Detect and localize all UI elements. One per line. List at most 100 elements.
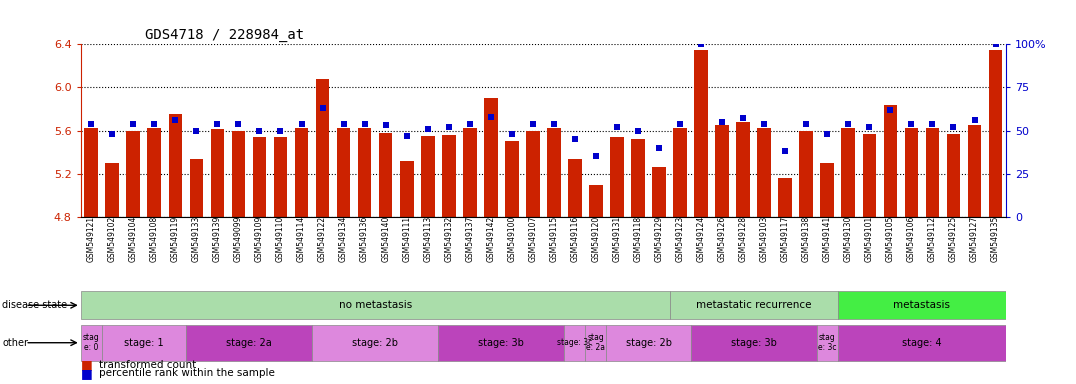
Bar <box>547 128 561 217</box>
Bar <box>463 128 477 217</box>
Bar <box>526 131 540 217</box>
Text: stag
e: 0: stag e: 0 <box>83 333 100 353</box>
Point <box>83 121 100 127</box>
Point <box>462 121 479 127</box>
Bar <box>127 131 140 217</box>
Text: stage: 2b: stage: 2b <box>352 338 398 348</box>
Text: stage: 4: stage: 4 <box>902 338 942 348</box>
Text: percentile rank within the sample: percentile rank within the sample <box>99 368 274 378</box>
Bar <box>863 134 876 217</box>
Text: other: other <box>2 338 28 348</box>
Bar <box>400 161 413 217</box>
Bar <box>312 324 438 361</box>
Text: disease state: disease state <box>2 300 68 310</box>
Bar <box>778 178 792 217</box>
Bar <box>421 136 435 217</box>
Bar <box>607 324 691 361</box>
Point <box>650 145 667 151</box>
Point <box>251 127 268 134</box>
Bar <box>610 137 624 217</box>
Point <box>966 117 983 123</box>
Bar <box>799 131 813 217</box>
Point <box>819 131 836 137</box>
Bar <box>821 163 834 217</box>
Bar <box>590 185 603 217</box>
Point <box>839 121 856 127</box>
Point <box>272 127 289 134</box>
Text: stage: 2b: stage: 2b <box>625 338 671 348</box>
Bar <box>147 128 161 217</box>
Point <box>924 121 942 127</box>
Point <box>482 114 499 120</box>
Bar <box>585 324 607 361</box>
Point <box>314 105 331 111</box>
Bar <box>273 137 287 217</box>
Bar <box>838 291 1006 319</box>
Text: no metastasis: no metastasis <box>339 300 412 310</box>
Bar <box>565 324 585 361</box>
Point <box>440 124 457 130</box>
Text: ■: ■ <box>81 358 93 371</box>
Bar <box>102 324 186 361</box>
Point <box>187 127 204 134</box>
Bar <box>632 139 645 217</box>
Point <box>335 121 352 127</box>
Bar <box>211 129 224 217</box>
Text: metastatic recurrence: metastatic recurrence <box>696 300 811 310</box>
Point <box>504 131 521 137</box>
Point <box>861 124 878 130</box>
Bar <box>758 128 771 217</box>
Bar <box>189 159 203 217</box>
Text: stage: 3b: stage: 3b <box>731 338 777 348</box>
Bar <box>81 291 669 319</box>
Bar <box>967 125 981 217</box>
Point <box>693 41 710 47</box>
Point <box>777 148 794 154</box>
Bar <box>315 79 329 217</box>
Text: transformed count: transformed count <box>99 360 196 370</box>
Bar <box>186 324 312 361</box>
Text: stage: 2a: stage: 2a <box>226 338 272 348</box>
Bar <box>231 131 245 217</box>
Point <box>566 136 583 142</box>
Text: GDS4718 / 228984_at: GDS4718 / 228984_at <box>145 28 305 42</box>
Point <box>713 119 731 125</box>
Point <box>524 121 541 127</box>
Point <box>797 121 815 127</box>
Point <box>755 121 773 127</box>
Bar <box>883 105 897 217</box>
Bar <box>989 50 1003 217</box>
Point <box>398 133 415 139</box>
Bar <box>337 128 351 217</box>
Text: stage: 1: stage: 1 <box>124 338 164 348</box>
Bar <box>691 324 817 361</box>
Point <box>587 154 605 160</box>
Bar <box>442 135 455 217</box>
Bar <box>169 114 182 217</box>
Point <box>419 126 436 132</box>
Point <box>987 41 1004 47</box>
Bar <box>105 163 119 217</box>
Bar <box>652 167 666 217</box>
Point <box>629 127 647 134</box>
Point <box>903 121 920 127</box>
Point <box>209 121 226 127</box>
Point <box>103 131 121 137</box>
Bar <box>694 50 708 217</box>
Point <box>125 121 142 127</box>
Bar <box>674 128 686 217</box>
Bar <box>716 125 728 217</box>
Text: stag
e: 3c: stag e: 3c <box>818 333 836 353</box>
Point <box>546 121 563 127</box>
Point <box>230 121 247 127</box>
Bar <box>84 128 98 217</box>
Text: metastasis: metastasis <box>893 300 950 310</box>
Bar <box>925 128 939 217</box>
Bar <box>379 133 393 217</box>
Bar <box>817 324 838 361</box>
Bar <box>568 159 582 217</box>
Point <box>671 121 689 127</box>
Bar <box>841 128 855 217</box>
Point <box>608 124 625 130</box>
Text: ■: ■ <box>81 367 93 380</box>
